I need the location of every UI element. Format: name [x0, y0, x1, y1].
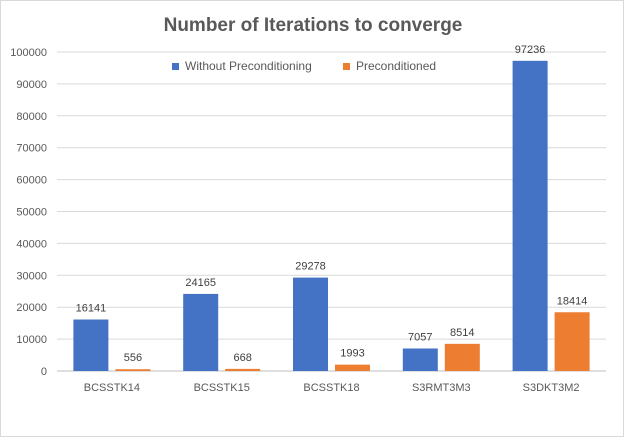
- y-tick-label: 80000: [16, 111, 47, 123]
- data-label: 97236: [515, 44, 546, 56]
- legend-swatch: [172, 63, 179, 70]
- y-tick-label: 50000: [16, 207, 47, 219]
- y-tick-label: 20000: [16, 302, 47, 314]
- y-tick-label: 60000: [16, 175, 47, 187]
- bar: [335, 364, 370, 371]
- bar: [73, 319, 109, 371]
- y-tick-label: 100000: [10, 47, 47, 59]
- data-label: 8514: [450, 327, 474, 339]
- y-tick-label: 0: [41, 366, 47, 378]
- legend-swatch: [343, 63, 350, 70]
- bar: [225, 368, 261, 371]
- x-tick-label: BCSSTK14: [84, 382, 140, 394]
- data-label: 29278: [295, 261, 326, 273]
- data-label: 16141: [76, 303, 107, 315]
- bar: [115, 369, 151, 371]
- x-tick-label: BCSSTK15: [194, 382, 250, 394]
- bar: [444, 343, 480, 371]
- bar: [512, 60, 548, 371]
- data-label: 668: [234, 352, 252, 364]
- y-tick-label: 10000: [16, 334, 47, 346]
- data-label: 1993: [340, 348, 364, 360]
- data-label: 556: [124, 352, 142, 364]
- y-tick-label: 70000: [16, 143, 47, 155]
- chart-title: Number of Iterations to converge: [164, 15, 463, 36]
- bar: [183, 293, 219, 371]
- y-tick-label: 30000: [16, 270, 47, 282]
- legend-label: Preconditioned: [356, 59, 436, 73]
- y-tick-label: 40000: [16, 238, 47, 250]
- data-label: 7057: [408, 331, 432, 343]
- y-tick-label: 90000: [16, 79, 47, 91]
- bar: [554, 312, 590, 371]
- x-tick-label: S3DKT3M2: [523, 382, 580, 394]
- x-tick-label: BCSSTK18: [303, 382, 359, 394]
- bar: [402, 348, 438, 371]
- bar: [293, 277, 328, 371]
- legend-label: Without Preconditioning: [185, 59, 312, 73]
- data-label: 18414: [557, 295, 588, 307]
- data-label: 24165: [185, 277, 216, 289]
- x-tick-label: S3RMT3M3: [412, 382, 471, 394]
